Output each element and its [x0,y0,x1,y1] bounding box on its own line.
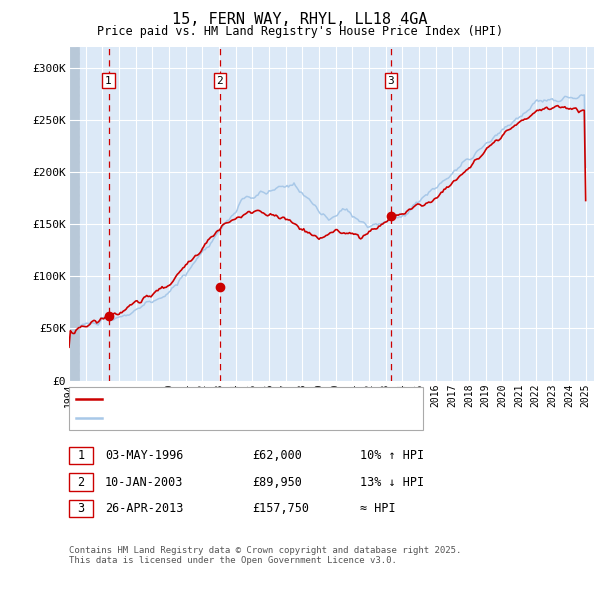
Text: 1: 1 [105,76,112,86]
Text: 03-MAY-1996: 03-MAY-1996 [105,449,184,462]
Text: 2: 2 [77,476,85,489]
Text: 3: 3 [77,502,85,515]
Text: 10-JAN-2003: 10-JAN-2003 [105,476,184,489]
Text: 13% ↓ HPI: 13% ↓ HPI [360,476,424,489]
Text: Price paid vs. HM Land Registry's House Price Index (HPI): Price paid vs. HM Land Registry's House … [97,25,503,38]
Text: HPI: Average price, detached house, Denbighshire: HPI: Average price, detached house, Denb… [108,412,408,422]
Bar [69,47,79,381]
Text: £157,750: £157,750 [252,502,309,515]
Text: 15, FERN WAY, RHYL, LL18 4GA: 15, FERN WAY, RHYL, LL18 4GA [172,12,428,27]
Text: 2: 2 [216,76,223,86]
Text: Contains HM Land Registry data © Crown copyright and database right 2025.
This d: Contains HM Land Registry data © Crown c… [69,546,461,565]
Text: 10% ↑ HPI: 10% ↑ HPI [360,449,424,462]
Text: 26-APR-2013: 26-APR-2013 [105,502,184,515]
Text: 15, FERN WAY, RHYL, LL18 4GA (detached house): 15, FERN WAY, RHYL, LL18 4GA (detached h… [108,394,389,404]
Text: ≈ HPI: ≈ HPI [360,502,395,515]
Text: £89,950: £89,950 [252,476,302,489]
Text: £62,000: £62,000 [252,449,302,462]
Text: 1: 1 [77,449,85,462]
Text: 3: 3 [388,76,394,86]
